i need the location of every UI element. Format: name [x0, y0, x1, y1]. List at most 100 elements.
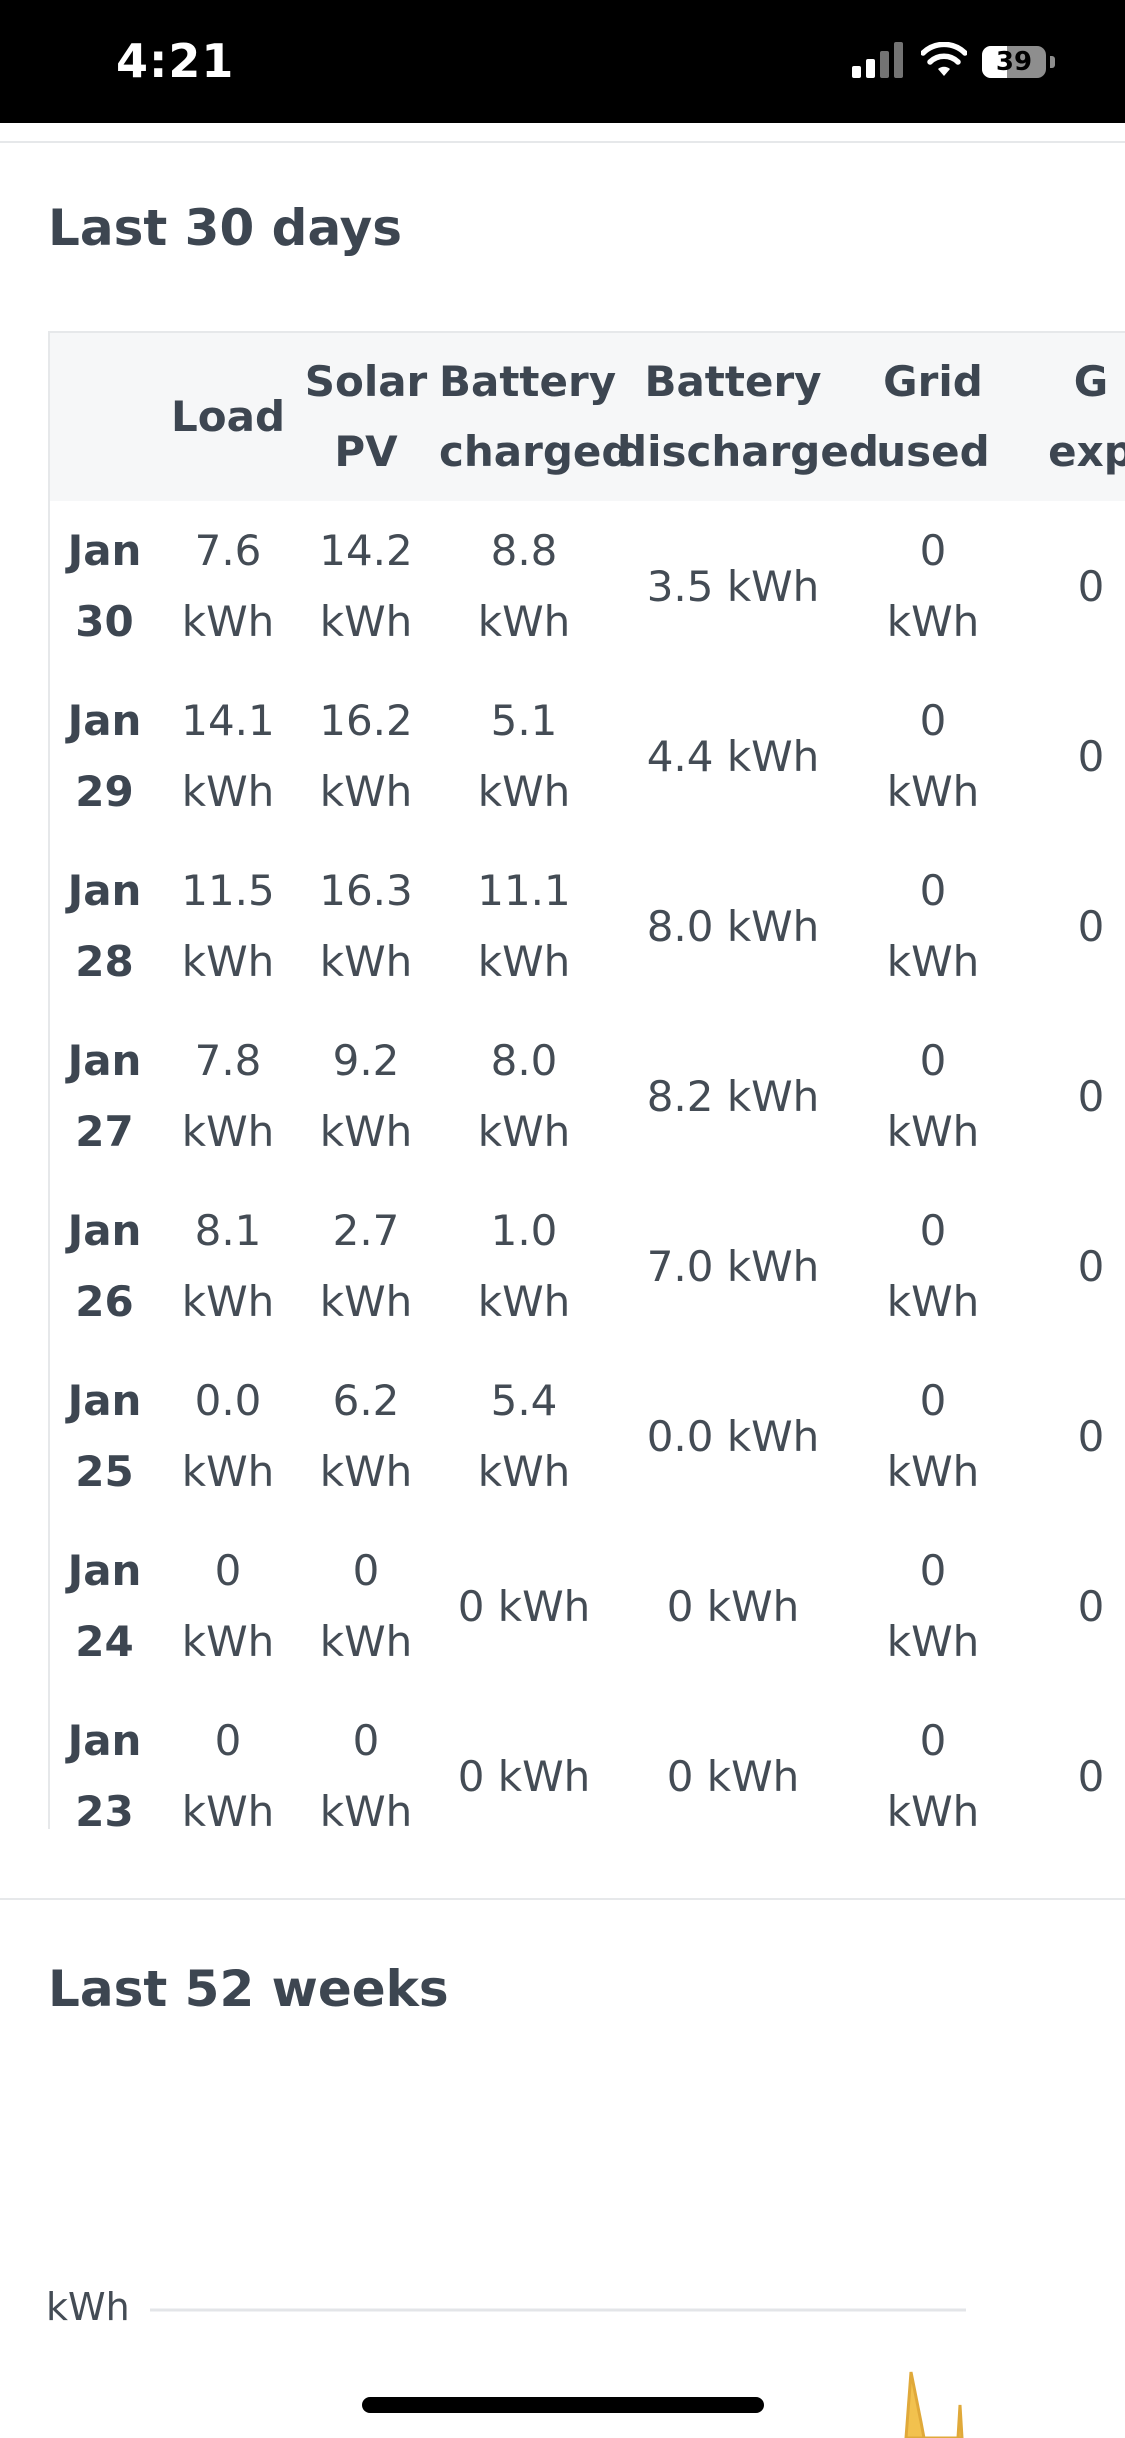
- value-line: kWh: [477, 1107, 571, 1156]
- date-line: 25: [75, 1447, 134, 1496]
- column-header: Load: [159, 332, 297, 501]
- value-cell: 0.0 kWh: [613, 1351, 853, 1521]
- date-line: Jan: [67, 526, 142, 575]
- value-line: kWh: [181, 597, 275, 646]
- value-line: 8.1: [194, 1206, 262, 1255]
- value-cell: 0 kWh: [297, 1521, 435, 1691]
- column-header: Solar PV: [297, 332, 435, 501]
- value-line: 0 kWh: [457, 1581, 591, 1631]
- value-cell: 0 kWh: [435, 1521, 613, 1691]
- value-cell: 9.2 kWh: [297, 1011, 435, 1181]
- value-cell: 8.8 kWh: [435, 501, 613, 671]
- table-header-row: Load Solar PV Battery charged Battery discharg…: [49, 332, 1125, 501]
- value-cell: 7.8 kWh: [159, 1011, 297, 1181]
- value-cell: 7.0 kWh: [613, 1181, 853, 1351]
- value-cell: 0: [1013, 1521, 1125, 1691]
- value-line: 0: [214, 1546, 242, 1595]
- value-line: 16.3: [319, 866, 413, 915]
- value-cell: 0 kWh: [297, 1691, 435, 1829]
- date-line: 30: [75, 597, 134, 646]
- date-cell: Jan 28: [49, 841, 159, 1011]
- value-line: 0: [1077, 1751, 1105, 1801]
- date-cell: Jan 27: [49, 1011, 159, 1181]
- column-header-line: Load: [170, 392, 286, 441]
- date-cell: Jan 25: [49, 1351, 159, 1521]
- value-line: 0: [1077, 731, 1105, 781]
- value-line: 9.2: [332, 1036, 400, 1085]
- status-bar: 4:21 39: [0, 0, 1125, 123]
- value-line: 0.0: [194, 1376, 262, 1425]
- value-line: kWh: [319, 1277, 413, 1326]
- value-line: kWh: [319, 1787, 413, 1829]
- home-indicator[interactable]: [362, 2397, 764, 2413]
- table-row: Jan 28 11.5 kWh 16.3 kWh 11.1 kWh 8.0 kWh 0 kWh 0: [49, 841, 1125, 1011]
- column-header: Battery charged: [435, 332, 631, 501]
- value-line: kWh: [181, 1277, 275, 1326]
- value-line: 0: [1077, 561, 1105, 611]
- value-line: 8.0: [490, 1036, 558, 1085]
- date-line: Jan: [67, 866, 142, 915]
- value-cell: 0: [1013, 1181, 1125, 1351]
- battery-tip-icon: [1050, 56, 1055, 68]
- weekly-chart: kWh: [46, 2285, 966, 2438]
- value-line: 2.7: [332, 1206, 400, 1255]
- value-cell: 0: [1013, 1691, 1125, 1829]
- value-line: kWh: [181, 1107, 275, 1156]
- value-cell: 7.6 kWh: [159, 501, 297, 671]
- value-line: kWh: [886, 1787, 980, 1829]
- value-cell: 0 kWh: [613, 1691, 853, 1829]
- date-cell: Jan 24: [49, 1521, 159, 1691]
- value-line: 0: [919, 1376, 947, 1425]
- value-cell: 8.2 kWh: [613, 1011, 853, 1181]
- value-cell: 16.2 kWh: [297, 671, 435, 841]
- value-cell: 0 kWh: [853, 501, 1013, 671]
- value-line: kWh: [181, 767, 275, 816]
- value-line: 0: [919, 1546, 947, 1595]
- value-line: 11.1 kWh: [477, 866, 571, 986]
- value-line: 8.0 kWh: [646, 901, 820, 951]
- column-header-line: charged: [439, 427, 632, 476]
- table-row: Jan 23 0 kWh 0 kWh 0 kWh 0 kWh 0 kWh 0: [49, 1691, 1125, 1829]
- value-line: 0: [919, 526, 947, 575]
- value-cell: 0 kWh: [853, 1351, 1013, 1521]
- daily-table-scroll[interactable]: Load Solar PV Battery charged Battery discharg…: [48, 331, 1125, 1829]
- date-line: Jan: [67, 1716, 142, 1765]
- date-cell: Jan 30: [49, 501, 159, 671]
- date-line: 28: [75, 937, 134, 986]
- value-cell: 14.2 kWh: [297, 501, 435, 671]
- column-header-line: discharged: [617, 427, 879, 476]
- value-line: 11.5: [181, 866, 275, 915]
- battery-icon: 39: [982, 46, 1046, 78]
- value-line: 14.2: [319, 526, 413, 575]
- column-header-line: Battery: [644, 357, 822, 406]
- value-cell: 5.4 kWh: [435, 1351, 613, 1521]
- value-cell: 0 kWh: [159, 1691, 297, 1829]
- value-line: 3.5 kWh: [646, 561, 820, 611]
- last-30-days-title: Last 30 days: [48, 199, 403, 257]
- value-line: kWh: [477, 597, 571, 646]
- value-cell: 14.1 kWh: [159, 671, 297, 841]
- table-row: Jan 29 14.1 kWh 16.2 kWh 5.1 kWh 4.4 kWh 0 kWh 0: [49, 671, 1125, 841]
- column-header-line: used: [876, 427, 990, 476]
- column-header-line: exp: [1048, 427, 1125, 476]
- value-line: 0: [919, 1206, 947, 1255]
- value-cell: 0 kWh: [853, 671, 1013, 841]
- status-time: 4:21: [116, 34, 235, 88]
- battery-level-fill: [982, 46, 1007, 78]
- value-line: 0 kWh: [457, 1751, 591, 1801]
- date-line: Jan: [67, 1206, 142, 1255]
- cellular-signal-icon: [852, 42, 904, 78]
- value-cell: 0 kWh: [435, 1691, 613, 1829]
- value-line: kWh: [319, 597, 413, 646]
- value-cell: 16.3 kWh: [297, 841, 435, 1011]
- value-cell: 0 kWh: [853, 1011, 1013, 1181]
- table-row: Jan 30 7.6 kWh 14.2 kWh 8.8 kWh 3.5 kWh 0 kWh 0: [49, 501, 1125, 671]
- date-line: 24: [75, 1617, 134, 1666]
- value-line: kWh: [181, 1447, 275, 1496]
- value-line: 0: [1077, 1071, 1105, 1121]
- value-cell: 0 kWh: [853, 1691, 1013, 1829]
- date-line: 27: [75, 1107, 134, 1156]
- date-cell: Jan 23: [49, 1691, 159, 1829]
- value-line: 0 kWh: [666, 1581, 800, 1631]
- date-line: Jan: [67, 1376, 142, 1425]
